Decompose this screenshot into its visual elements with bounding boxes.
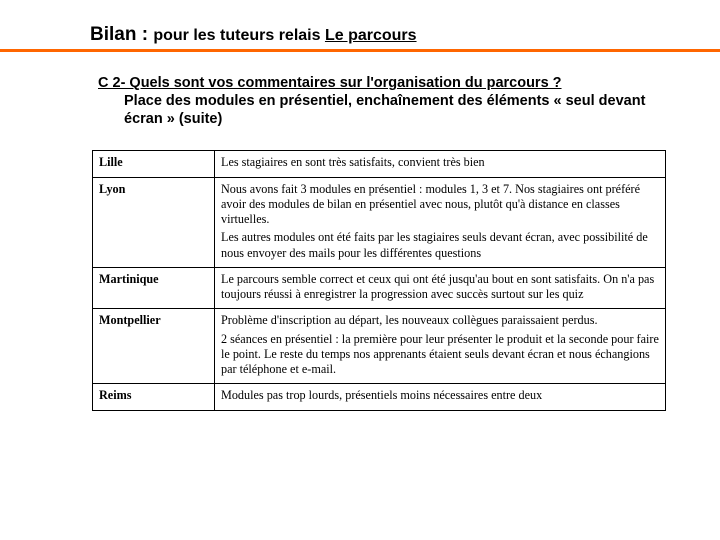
slide: Bilan : pour les tuteurs relais Le parco… [0,0,720,431]
city-cell: Reims [93,384,215,410]
title-main: Bilan : [90,24,153,45]
comment-paragraph: Modules pas trop lourds, présentiels moi… [221,388,659,403]
title-sub2: Le parcours [325,27,417,44]
comment-cell: Nous avons fait 3 modules en présentiel … [215,177,666,267]
comment-cell: Problème d'inscription au départ, les no… [215,309,666,384]
comment-paragraph: 2 séances en présentiel : la première po… [221,332,659,378]
feedback-table-body: Lille Les stagiaires en sont très satisfa… [93,151,666,410]
city-cell: Lille [93,151,215,177]
divider [0,49,720,52]
comment-paragraph: Les autres modules ont été faits par les… [221,230,659,261]
table-row: Montpellier Problème d'inscription au dép… [93,309,666,384]
table-row: Reims Modules pas trop lourds, présentiel… [93,384,666,410]
comment-paragraph: Les stagiaires en sont très satisfaits, … [221,155,659,170]
table-row: Lille Les stagiaires en sont très satisfa… [93,151,666,177]
title-sub1: pour les tuteurs relais [153,27,325,44]
comment-cell: Les stagiaires en sont très satisfaits, … [215,151,666,177]
comment-paragraph: Problème d'inscription au départ, les no… [221,313,659,328]
feedback-table-wrap: Lille Les stagiaires en sont très satisfa… [92,150,670,410]
comment-paragraph: Nous avons fait 3 modules en présentiel … [221,182,659,228]
city-cell: Lyon [93,177,215,267]
comment-cell: Le parcours semble correct et ceux qui o… [215,267,666,309]
question-block: C 2- Quels sont vos commentaires sur l'o… [98,74,670,128]
slide-title: Bilan : pour les tuteurs relais Le parco… [90,24,670,49]
question-rest: Place des modules en présentiel, enchaîn… [98,92,670,128]
city-cell: Martinique [93,267,215,309]
table-row: MartiniqueLe parcours semble correct et … [93,267,666,309]
comment-cell: Modules pas trop lourds, présentiels moi… [215,384,666,410]
city-cell: Montpellier [93,309,215,384]
question-line1: C 2- Quels sont vos commentaires sur l'o… [98,75,562,91]
comment-paragraph: Le parcours semble correct et ceux qui o… [221,272,659,303]
feedback-table: Lille Les stagiaires en sont très satisfa… [92,150,666,410]
table-row: LyonNous avons fait 3 modules en présent… [93,177,666,267]
